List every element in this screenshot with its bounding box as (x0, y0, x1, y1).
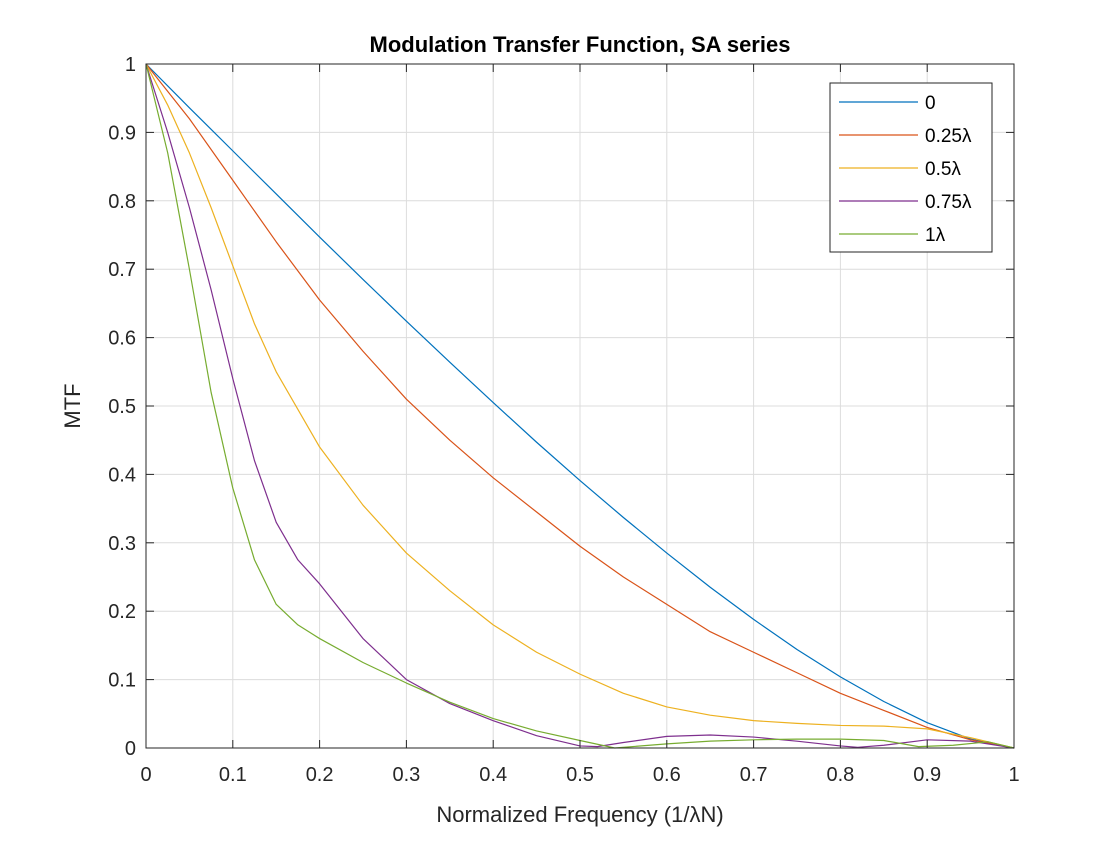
series-line-4 (145, 63, 1015, 749)
x-tick-label: 0.1 (219, 764, 247, 786)
legend: 0 0.25λ 0.5λ 0.75λ 1λ (829, 82, 993, 253)
ticks: 0 0.1 0.2 0.3 0.4 0.5 0.6 0.7 0.8 0.9 1 0 0.1 0.2 0.3 0… (108, 54, 1019, 786)
x-tick-label: 0.6 (653, 764, 681, 786)
y-tick-label: 0.3 (108, 533, 136, 555)
series-layer (145, 63, 1015, 749)
x-tick-label: 0.8 (826, 764, 854, 786)
y-tick-label: 0.1 (108, 670, 136, 692)
y-tick-label: 0.7 (108, 259, 136, 281)
y-tick-label: 0.6 (108, 328, 136, 350)
y-tick-label: 0 (125, 738, 136, 760)
series-line-2 (145, 63, 1015, 749)
y-tick-label: 1 (125, 54, 136, 76)
x-axis-label: Normalized Frequency (1/λN) (436, 802, 723, 827)
legend-label-2: 0.5λ (925, 159, 961, 180)
y-tick-label: 0.9 (108, 122, 136, 144)
x-tick-label: 0.2 (306, 764, 334, 786)
legend-label-3: 0.75λ (925, 192, 972, 213)
y-tick-label: 0.8 (108, 191, 136, 213)
series-line-1 (145, 63, 1015, 749)
y-tick-label: 0.4 (108, 464, 136, 486)
x-tick-label: 0.5 (566, 764, 594, 786)
y-tick-label: 0.5 (108, 396, 136, 418)
series-line-0 (145, 63, 1015, 749)
x-tick-label: 0.4 (479, 764, 507, 786)
chart-title: Modulation Transfer Function, SA series (370, 32, 791, 57)
x-tick-label: 0.3 (392, 764, 420, 786)
legend-label-4: 1λ (925, 225, 946, 246)
legend-label-1: 0.25λ (925, 126, 972, 147)
y-axis-label: MTF (60, 383, 85, 428)
x-tick-label: 0 (140, 764, 151, 786)
legend-label-0: 0 (925, 93, 936, 114)
series-line-3 (145, 63, 1015, 749)
x-tick-label: 1 (1008, 764, 1019, 786)
x-tick-label: 0.7 (740, 764, 768, 786)
x-tick-label: 0.9 (913, 764, 941, 786)
y-tick-label: 0.2 (108, 601, 136, 623)
